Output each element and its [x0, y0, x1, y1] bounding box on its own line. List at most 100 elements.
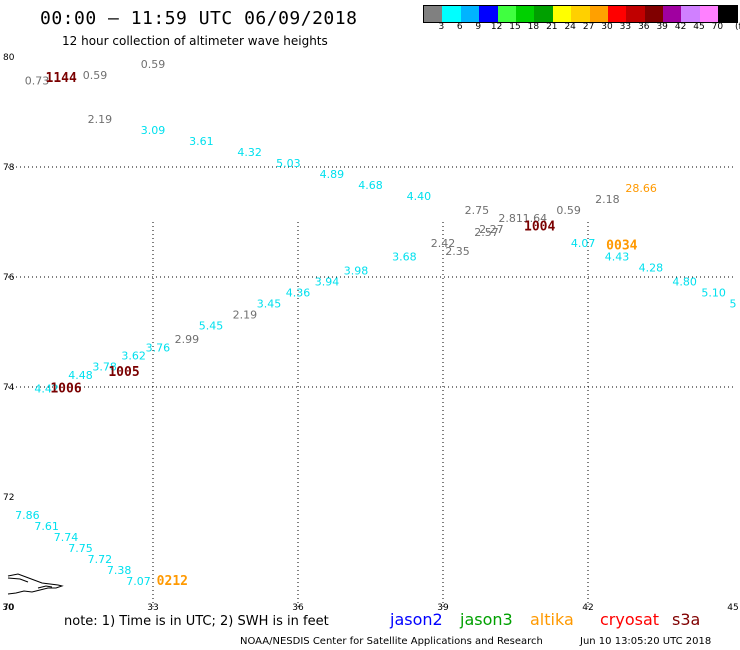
- wave-height-value: 4.89: [320, 168, 345, 181]
- scale-label: 70: [711, 22, 724, 32]
- scale-swatch: [460, 6, 480, 22]
- scale-swatch: [607, 6, 627, 22]
- wave-height-value: 4.48: [68, 369, 93, 382]
- wave-height-value: 0.59: [556, 204, 581, 217]
- scale-label: 42: [674, 22, 687, 32]
- wave-height-value: 7.72: [88, 553, 113, 566]
- wave-height-value: 4.32: [237, 146, 262, 159]
- footer-credit: NOAA/NESDIS Center for Satellite Applica…: [240, 636, 543, 647]
- map-subtitle: 12 hour collection of altimeter wave hei…: [62, 34, 328, 48]
- pass-time-label: 1005: [108, 365, 139, 380]
- lon-tick-label: 39: [437, 603, 449, 613]
- lat-tick-label: 74: [3, 383, 15, 393]
- wave-height-value: 3.09: [141, 124, 166, 137]
- wave-height-value: 2.18: [595, 193, 620, 206]
- scale-label: 9: [475, 22, 482, 32]
- satellite-legend: jason2 jason3 altika cryosat s3a: [389, 610, 700, 629]
- scale-label: 3: [438, 22, 445, 32]
- wave-height-value: 2.99: [175, 333, 200, 346]
- wave-height-value: 2.42: [431, 237, 456, 250]
- scale-label: 6: [456, 22, 463, 32]
- scale-label: 12: [490, 22, 503, 32]
- pass-time-label: 0034: [606, 239, 637, 254]
- coastline-path: [7, 573, 64, 595]
- wave-height-value: 5: [730, 297, 737, 310]
- scale-label: 45: [693, 22, 705, 32]
- scale-swatch: [497, 6, 516, 22]
- color-scale-bar: [423, 5, 738, 23]
- wave-height-value: 4.28: [639, 262, 664, 275]
- lat-tick-label: 80: [3, 53, 15, 63]
- scale-swatch: [571, 6, 590, 22]
- wave-height-value: 3.61: [189, 135, 214, 148]
- wave-height-value: 5.10: [701, 286, 726, 299]
- scale-swatch: [479, 6, 498, 22]
- wave-height-value: 3.45: [257, 297, 282, 310]
- wave-height-value: 3.98: [344, 264, 369, 277]
- scale-label: 30: [601, 22, 613, 32]
- lon-tick-label: 42: [582, 603, 593, 613]
- wave-height-value: 0.73: [25, 75, 50, 88]
- lon-tick-label: 45: [727, 603, 738, 613]
- footer: note: 1) Time is in UTC; 2) SWH is in fe…: [64, 610, 711, 647]
- scale-label: 39: [656, 22, 668, 32]
- scale-label: 24: [564, 22, 576, 32]
- scale-swatch: [534, 6, 553, 22]
- wave-height-value: 4.36: [286, 286, 311, 299]
- scale-swatch: [424, 6, 443, 22]
- scale-label: 33: [619, 22, 632, 32]
- wave-height-value: 3.68: [392, 251, 417, 264]
- scale-swatch: [718, 6, 737, 22]
- map-title: 00:00 – 11:59 UTC 06/09/2018: [40, 8, 358, 29]
- axis-labels: 30 33 36 39 42 45 80 78 76 74 72 70: [2, 53, 738, 613]
- wave-height-value: 3.94: [315, 275, 340, 288]
- wave-height-value: 3.62: [121, 350, 146, 363]
- wave-height-value: 7.86: [15, 509, 40, 522]
- wave-height-value: 2.57: [474, 226, 499, 239]
- wave-height-value: 2.75: [465, 204, 490, 217]
- lat-tick-label: 72: [3, 493, 14, 503]
- scale-label: 21: [546, 22, 558, 32]
- lon-tick-label: 33: [147, 603, 158, 613]
- wave-height-value: 4.43: [605, 251, 630, 264]
- wave-height-value: 2.19: [88, 113, 113, 126]
- scale-swatch: [681, 6, 700, 22]
- wave-height-value: 7.07: [126, 575, 151, 588]
- scale-swatch: [589, 6, 608, 22]
- satellite-legend-cryosat: cryosat: [600, 610, 659, 629]
- pass-time-label: 1144: [46, 71, 77, 86]
- scale-swatch: [515, 6, 535, 22]
- satellite-legend-altika: altika: [530, 610, 574, 629]
- wave-height-value: 4.40: [407, 190, 432, 203]
- wave-height-value: 28.66: [625, 182, 657, 195]
- scale-swatch: [442, 6, 461, 22]
- wave-height-value: 4.80: [672, 275, 697, 288]
- wave-height-value: 7.74: [54, 531, 79, 544]
- satellite-legend-jason2: jason2: [389, 610, 443, 629]
- scale-unit: (ft): [735, 22, 740, 32]
- scale-label: 15: [509, 22, 521, 32]
- wave-height-value: 5.45: [199, 319, 224, 332]
- wave-height-value: 2.27: [479, 223, 504, 236]
- pass-time-labels: 1144 1005 1006 1004 0034 0212: [46, 71, 638, 589]
- wave-height-value: 7.38: [107, 564, 132, 577]
- wave-height-value: 1.64: [523, 212, 548, 225]
- satellite-legend-s3a: s3a: [672, 610, 700, 629]
- scale-swatch: [552, 6, 572, 22]
- wave-height-value: 4.42: [34, 383, 59, 396]
- satellite-legend-jason3: jason3: [459, 610, 513, 629]
- lon-tick-label: 36: [292, 603, 304, 613]
- pass-time-label: 0212: [157, 574, 188, 589]
- wave-height-value: 2.81: [498, 212, 523, 225]
- footer-note: note: 1) Time is in UTC; 2) SWH is in fe…: [64, 614, 329, 629]
- footer-timestamp: Jun 10 13:05:20 UTC 2018: [579, 636, 711, 647]
- pass-time-label: 1006: [50, 382, 81, 397]
- coastline: [7, 573, 64, 595]
- wave-height-value: 2.19: [233, 308, 258, 321]
- wave-height-value: 3.76: [146, 341, 171, 354]
- wave-height-labels: 0.73 0.59 0.59 2.19 3.09 3.61 4.32 5.03 4.89 4.68…: [15, 58, 736, 588]
- scale-label: 18: [527, 22, 540, 32]
